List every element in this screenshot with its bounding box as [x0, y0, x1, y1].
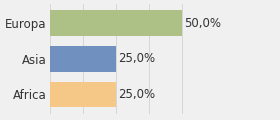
Text: 50,0%: 50,0% — [184, 17, 221, 30]
Text: 25,0%: 25,0% — [118, 52, 155, 65]
Text: 25,0%: 25,0% — [118, 88, 155, 101]
Bar — [50, 82, 116, 107]
Bar — [50, 10, 182, 36]
Bar — [50, 46, 116, 72]
